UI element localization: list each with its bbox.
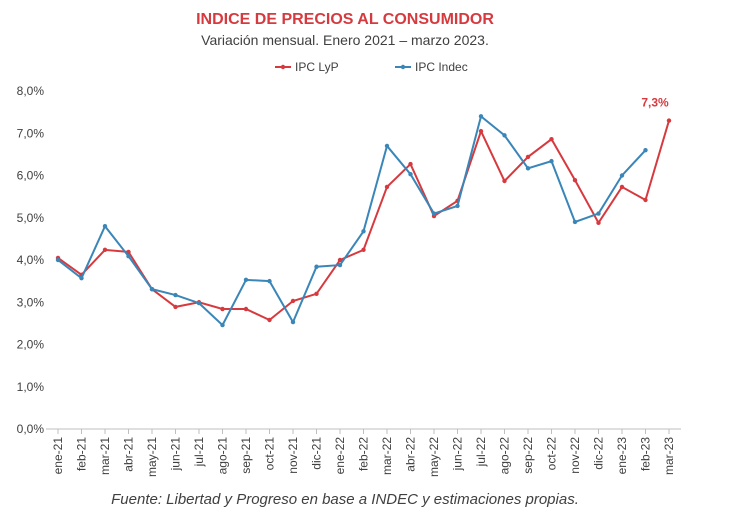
point bbox=[643, 197, 648, 203]
x-tick-label: mar-21 bbox=[98, 437, 112, 475]
y-tick-label: 8,0% bbox=[17, 84, 45, 98]
point bbox=[431, 211, 437, 216]
point bbox=[619, 184, 625, 190]
x-tick-label: dic-21 bbox=[310, 437, 324, 470]
y-tick-label: 3,0% bbox=[17, 295, 45, 309]
point bbox=[337, 257, 343, 263]
point bbox=[596, 211, 601, 216]
point bbox=[596, 220, 601, 226]
point bbox=[666, 118, 672, 123]
x-tick-label: feb-22 bbox=[357, 437, 371, 471]
point bbox=[478, 128, 484, 134]
point bbox=[173, 304, 178, 310]
point bbox=[525, 154, 531, 160]
x-tick-label: nov-22 bbox=[568, 437, 582, 474]
legend-label: IPC Indec bbox=[415, 60, 468, 74]
point bbox=[243, 277, 249, 283]
x-tick-label: mar-23 bbox=[662, 437, 676, 475]
point bbox=[384, 143, 390, 149]
x-tick-label: may-22 bbox=[427, 437, 441, 477]
y-tick-label: 0,0% bbox=[17, 422, 45, 436]
legend-marker bbox=[400, 64, 406, 70]
point bbox=[314, 291, 319, 296]
y-tick-label: 2,0% bbox=[17, 338, 45, 352]
point bbox=[549, 158, 554, 164]
x-tick-label: sep-22 bbox=[521, 437, 535, 474]
legend-marker bbox=[280, 64, 286, 70]
x-tick-label: jun-21 bbox=[169, 437, 183, 472]
point bbox=[572, 219, 578, 225]
x-tick-label: feb-21 bbox=[75, 437, 89, 471]
point bbox=[55, 257, 61, 263]
x-tick-label: oct-21 bbox=[263, 437, 277, 471]
point bbox=[525, 166, 531, 171]
point bbox=[149, 286, 155, 292]
x-tick-label: dic-22 bbox=[592, 437, 606, 470]
series-line bbox=[57, 114, 647, 327]
data-label: 7,3% bbox=[641, 96, 669, 110]
point bbox=[549, 136, 554, 142]
point bbox=[408, 161, 413, 167]
point bbox=[572, 177, 578, 183]
point bbox=[220, 306, 225, 312]
point bbox=[220, 322, 225, 328]
x-tick-label: ene-22 bbox=[333, 437, 347, 475]
x-tick-label: jul-22 bbox=[474, 437, 488, 468]
point bbox=[290, 298, 296, 304]
point bbox=[267, 317, 272, 323]
point bbox=[408, 172, 413, 177]
chart-subtitle: Variación mensual. Enero 2021 – marzo 20… bbox=[201, 32, 489, 48]
point bbox=[126, 249, 131, 255]
point bbox=[290, 319, 296, 325]
x-tick-label: abr-21 bbox=[122, 437, 136, 472]
legend-label: IPC LyP bbox=[295, 60, 339, 74]
source: Fuente: Libertad y Progreso en base a IN… bbox=[111, 491, 579, 508]
point bbox=[502, 133, 507, 138]
x-tick-label: may-21 bbox=[145, 437, 159, 477]
point bbox=[478, 114, 484, 119]
point bbox=[619, 173, 625, 178]
y-tick-label: 6,0% bbox=[17, 169, 45, 183]
y-tick-label: 1,0% bbox=[17, 380, 45, 394]
point bbox=[102, 247, 108, 253]
x-tick-label: ago-22 bbox=[498, 437, 512, 475]
point bbox=[361, 247, 366, 253]
x-tick-label: ago-21 bbox=[216, 437, 230, 475]
x-tick-label: oct-22 bbox=[545, 437, 559, 471]
y-tick-label: 7,0% bbox=[17, 126, 45, 140]
point bbox=[173, 292, 178, 298]
point bbox=[384, 184, 390, 190]
x-tick-label: ene-21 bbox=[51, 437, 65, 475]
x-tick-label: ene-23 bbox=[615, 437, 629, 475]
point bbox=[361, 229, 366, 234]
point bbox=[79, 275, 84, 281]
point bbox=[455, 203, 460, 209]
x-tick-label: nov-21 bbox=[286, 437, 300, 474]
chart-title: INDICE DE PRECIOS AL CONSUMIDOR bbox=[196, 11, 494, 28]
x-tick-label: sep-21 bbox=[239, 437, 253, 474]
point bbox=[102, 224, 108, 229]
x-tick-label: mar-22 bbox=[380, 437, 394, 475]
x-tick-label: jun-22 bbox=[451, 437, 465, 472]
point bbox=[126, 253, 131, 259]
point bbox=[314, 264, 319, 269]
point bbox=[267, 278, 272, 284]
point bbox=[337, 262, 343, 268]
x-tick-label: feb-23 bbox=[639, 437, 653, 471]
y-tick-label: 4,0% bbox=[17, 253, 45, 267]
x-tick-label: jul-21 bbox=[192, 437, 206, 468]
point bbox=[196, 300, 202, 306]
point bbox=[502, 178, 507, 184]
x-tick-label: abr-22 bbox=[404, 437, 418, 472]
y-tick-label: 5,0% bbox=[17, 211, 45, 225]
point bbox=[243, 306, 249, 312]
point bbox=[643, 147, 648, 153]
